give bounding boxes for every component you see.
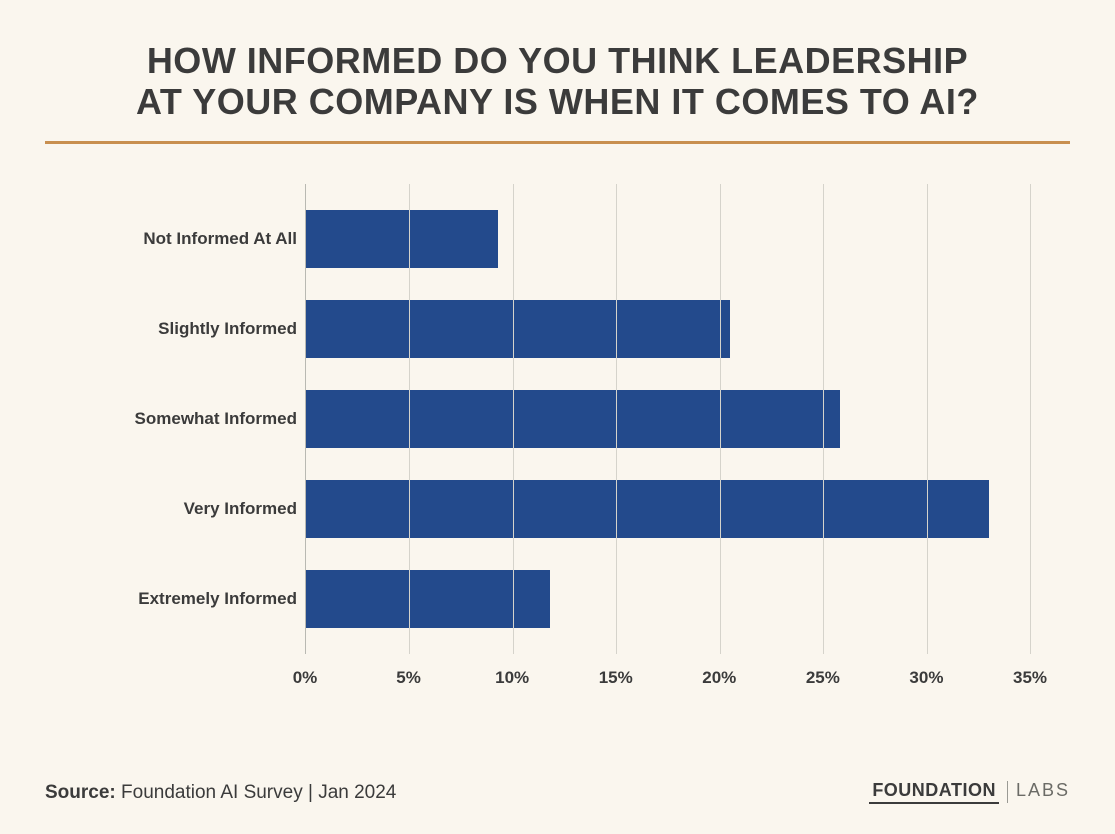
x-tick-label: 10% — [495, 668, 529, 688]
x-tick-label: 30% — [909, 668, 943, 688]
y-axis-label: Slightly Informed — [75, 300, 297, 358]
x-tick-label: 35% — [1013, 668, 1047, 688]
grid-line — [720, 184, 721, 654]
x-tick-label: 15% — [599, 668, 633, 688]
plot-area — [305, 184, 1030, 654]
bar — [306, 300, 730, 358]
x-tick-label: 0% — [293, 668, 318, 688]
chart-container: Not Informed At All Slightly Informed Some… — [45, 184, 1070, 704]
brand-sub: LABS — [1016, 780, 1070, 801]
source-line: Source: Foundation AI Survey | Jan 2024 — [45, 782, 396, 804]
y-axis-label: Extremely Informed — [75, 570, 297, 628]
y-axis-label: Somewhat Informed — [75, 390, 297, 448]
brand-logo: FOUNDATION LABS — [869, 780, 1070, 804]
grid-line — [823, 184, 824, 654]
footer: Source: Foundation AI Survey | Jan 2024 … — [45, 780, 1070, 804]
y-axis-labels: Not Informed At All Slightly Informed Some… — [75, 194, 297, 644]
grid-line — [409, 184, 410, 654]
source-label: Source: — [45, 782, 116, 803]
x-tick-label: 5% — [396, 668, 421, 688]
x-tick-label: 25% — [806, 668, 840, 688]
bar — [306, 390, 840, 448]
grid-line — [616, 184, 617, 654]
title-rule — [45, 141, 1070, 144]
grid-line — [927, 184, 928, 654]
brand-main: FOUNDATION — [869, 780, 999, 804]
bars-group — [306, 194, 1030, 644]
bar — [306, 210, 498, 268]
x-axis: 0%5%10%15%20%25%30%35% — [305, 654, 1030, 704]
y-axis-label: Not Informed At All — [75, 210, 297, 268]
bar — [306, 480, 989, 538]
grid-line — [513, 184, 514, 654]
source-text: Foundation AI Survey | Jan 2024 — [121, 782, 396, 803]
y-axis-label: Very Informed — [75, 480, 297, 538]
brand-separator — [1007, 781, 1008, 803]
grid-line — [1030, 184, 1031, 654]
chart-title: HOW INFORMED DO YOU THINK LEADERSHIP AT … — [45, 40, 1070, 141]
x-tick-label: 20% — [702, 668, 736, 688]
